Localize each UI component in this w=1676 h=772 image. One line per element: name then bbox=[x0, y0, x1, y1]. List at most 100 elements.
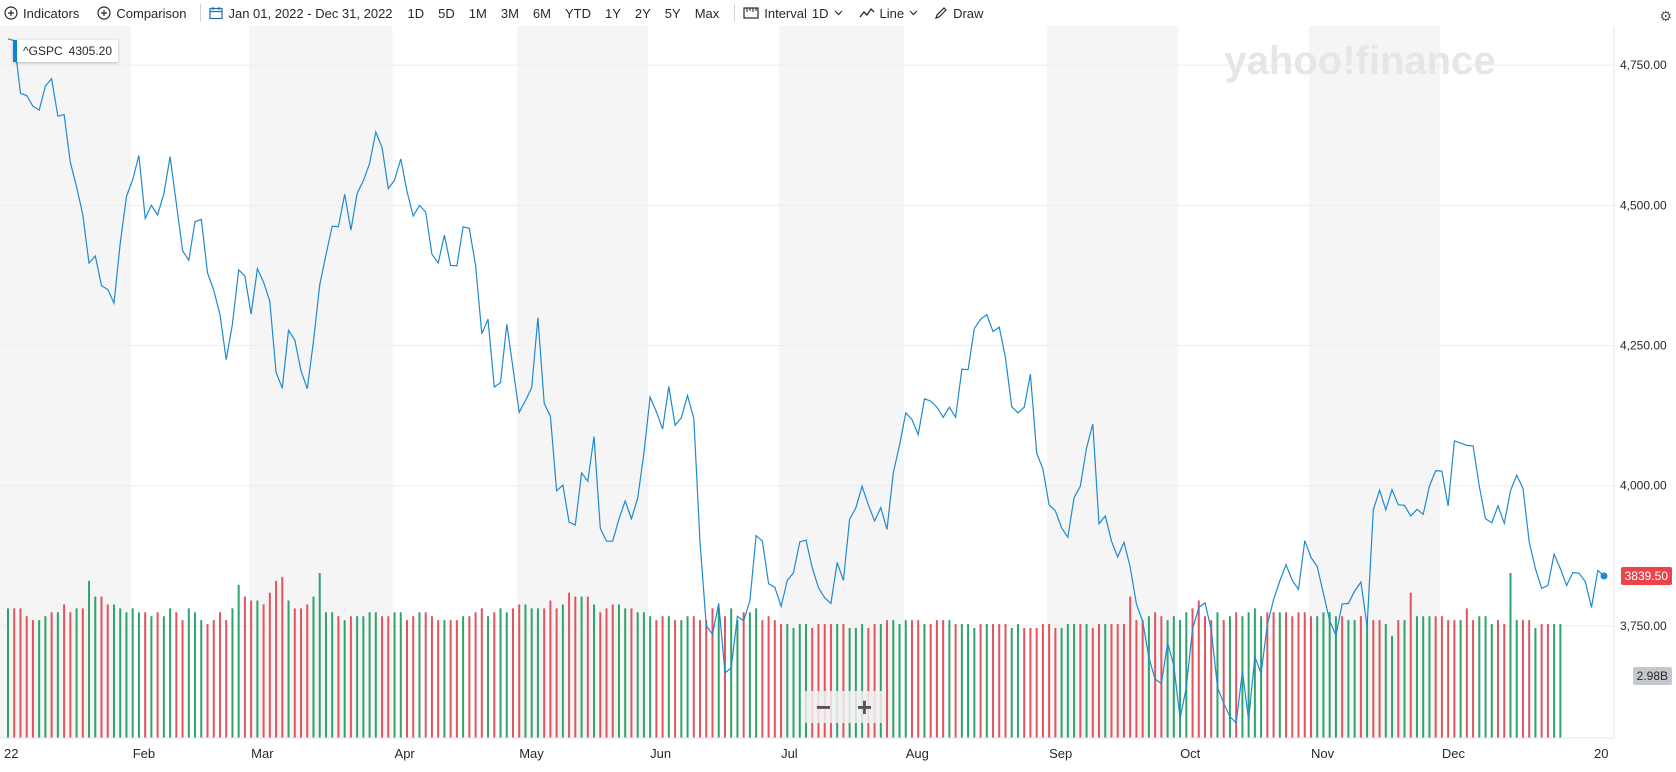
volume-bar bbox=[867, 628, 870, 738]
volume-bar bbox=[1079, 624, 1082, 738]
volume-bar bbox=[898, 624, 901, 738]
volume-bar bbox=[1016, 624, 1019, 738]
x-tick-label: Apr bbox=[395, 746, 416, 761]
volume-bar bbox=[1515, 620, 1518, 738]
volume-bar bbox=[935, 620, 938, 738]
volume-bar bbox=[611, 604, 614, 738]
volume-bars bbox=[7, 573, 1562, 738]
volume-bar bbox=[1540, 624, 1543, 738]
volume-bar bbox=[256, 600, 259, 738]
comparison-button[interactable]: Comparison bbox=[97, 0, 186, 26]
y-tick-label: 3,750.00 bbox=[1620, 619, 1667, 633]
volume-bar bbox=[1116, 624, 1119, 738]
volume-bar bbox=[1509, 573, 1512, 738]
volume-bar bbox=[424, 612, 427, 738]
draw-button[interactable]: Draw bbox=[934, 0, 983, 26]
volume-bar bbox=[206, 624, 209, 738]
volume-bar bbox=[368, 612, 371, 738]
volume-bar bbox=[817, 624, 820, 738]
volume-bar bbox=[287, 600, 290, 738]
volume-bar bbox=[100, 596, 103, 738]
volume-bar bbox=[150, 616, 153, 738]
volume-bar bbox=[56, 612, 59, 738]
ruler-icon bbox=[743, 6, 759, 20]
chart-area: yahoo!finance 4,750.00 4,500.00 4,250.00 4,… bbox=[0, 26, 1676, 767]
range-1y[interactable]: 1Y bbox=[604, 5, 621, 21]
volume-bar bbox=[692, 616, 695, 738]
price-chart[interactable]: yahoo!finance 4,750.004,500.004,250.004,… bbox=[0, 26, 1676, 767]
indicators-button[interactable]: Indicators bbox=[4, 0, 79, 26]
volume-bar bbox=[1122, 624, 1125, 738]
chart-type-button[interactable]: Line bbox=[859, 0, 919, 26]
volume-bar bbox=[1266, 612, 1269, 738]
calendar-icon bbox=[209, 6, 224, 20]
volume-bar bbox=[617, 604, 620, 738]
volume-bar bbox=[1453, 620, 1456, 738]
volume-bar bbox=[1372, 620, 1375, 738]
volume-bar bbox=[337, 616, 340, 738]
volume-bar bbox=[218, 612, 221, 738]
range-5y[interactable]: 5Y bbox=[664, 5, 681, 21]
volume-bar bbox=[349, 616, 352, 738]
range-max[interactable]: Max bbox=[694, 5, 720, 21]
date-range-button[interactable]: Jan 01, 2022 - Dec 31, 2022 bbox=[209, 0, 393, 26]
volume-bar bbox=[13, 608, 16, 738]
zoom-in-icon[interactable]: + bbox=[856, 692, 873, 722]
volume-bar bbox=[175, 612, 178, 738]
volume-bar bbox=[331, 612, 334, 738]
volume-bar bbox=[293, 608, 296, 738]
volume-bar bbox=[1253, 608, 1256, 738]
volume-bar bbox=[1521, 620, 1524, 738]
interval-label: Interval bbox=[764, 5, 807, 21]
volume-bar bbox=[455, 620, 458, 738]
volume-bar bbox=[1553, 624, 1556, 738]
series-legend[interactable]: ^GSPC 4305.20 bbox=[13, 40, 119, 62]
x-tick-label: 20 bbox=[1594, 746, 1608, 761]
volume-bar bbox=[169, 608, 172, 738]
volume-bar bbox=[493, 612, 496, 738]
volume-bar bbox=[94, 596, 97, 738]
volume-bar bbox=[985, 624, 988, 738]
range-3m[interactable]: 3M bbox=[500, 5, 519, 21]
range-1m[interactable]: 1M bbox=[468, 5, 487, 21]
range-2y[interactable]: 2Y bbox=[634, 5, 651, 21]
volume-bar bbox=[543, 608, 546, 738]
volume-bar bbox=[1303, 612, 1306, 738]
volume-bar bbox=[1085, 624, 1088, 738]
volume-bar bbox=[131, 608, 134, 738]
chevron-down-icon bbox=[909, 10, 918, 16]
volume-bar bbox=[418, 612, 421, 738]
volume-bar bbox=[699, 620, 702, 738]
date-range-label: Jan 01, 2022 - Dec 31, 2022 bbox=[228, 5, 393, 21]
volume-bar bbox=[973, 628, 976, 738]
settings-gear-icon[interactable]: ⚙ bbox=[1659, 8, 1672, 24]
range-5d[interactable]: 5D bbox=[438, 5, 455, 21]
volume-bar bbox=[7, 608, 9, 738]
volume-bar bbox=[1260, 616, 1263, 738]
volume-bar bbox=[574, 596, 577, 738]
volume-bar bbox=[511, 608, 514, 738]
volume-bar bbox=[44, 616, 47, 738]
divider bbox=[200, 4, 202, 22]
range-ytd[interactable]: YTD bbox=[564, 5, 591, 21]
volume-bar bbox=[1415, 616, 1418, 738]
interval-button[interactable]: Interval 1D bbox=[743, 0, 842, 26]
volume-bar bbox=[854, 628, 857, 738]
divider bbox=[734, 4, 736, 22]
volume-bar bbox=[717, 608, 720, 738]
volume-bar bbox=[948, 620, 951, 738]
x-tick-label: 22 bbox=[4, 746, 18, 761]
zoom-out-icon[interactable]: − bbox=[815, 692, 832, 722]
volume-bar bbox=[1334, 616, 1337, 738]
interval-value: 1D bbox=[811, 5, 829, 21]
volume-bar bbox=[649, 616, 652, 738]
range-1d[interactable]: 1D bbox=[407, 5, 425, 21]
volume-bar bbox=[1422, 616, 1425, 738]
volume-bar bbox=[75, 608, 78, 738]
volume-bar bbox=[1503, 624, 1506, 738]
volume-bar bbox=[1160, 616, 1163, 738]
line-chart-icon bbox=[859, 7, 875, 19]
volume-bar bbox=[655, 620, 658, 738]
range-6m[interactable]: 6M bbox=[532, 5, 551, 21]
last-price-dot bbox=[1600, 572, 1608, 580]
